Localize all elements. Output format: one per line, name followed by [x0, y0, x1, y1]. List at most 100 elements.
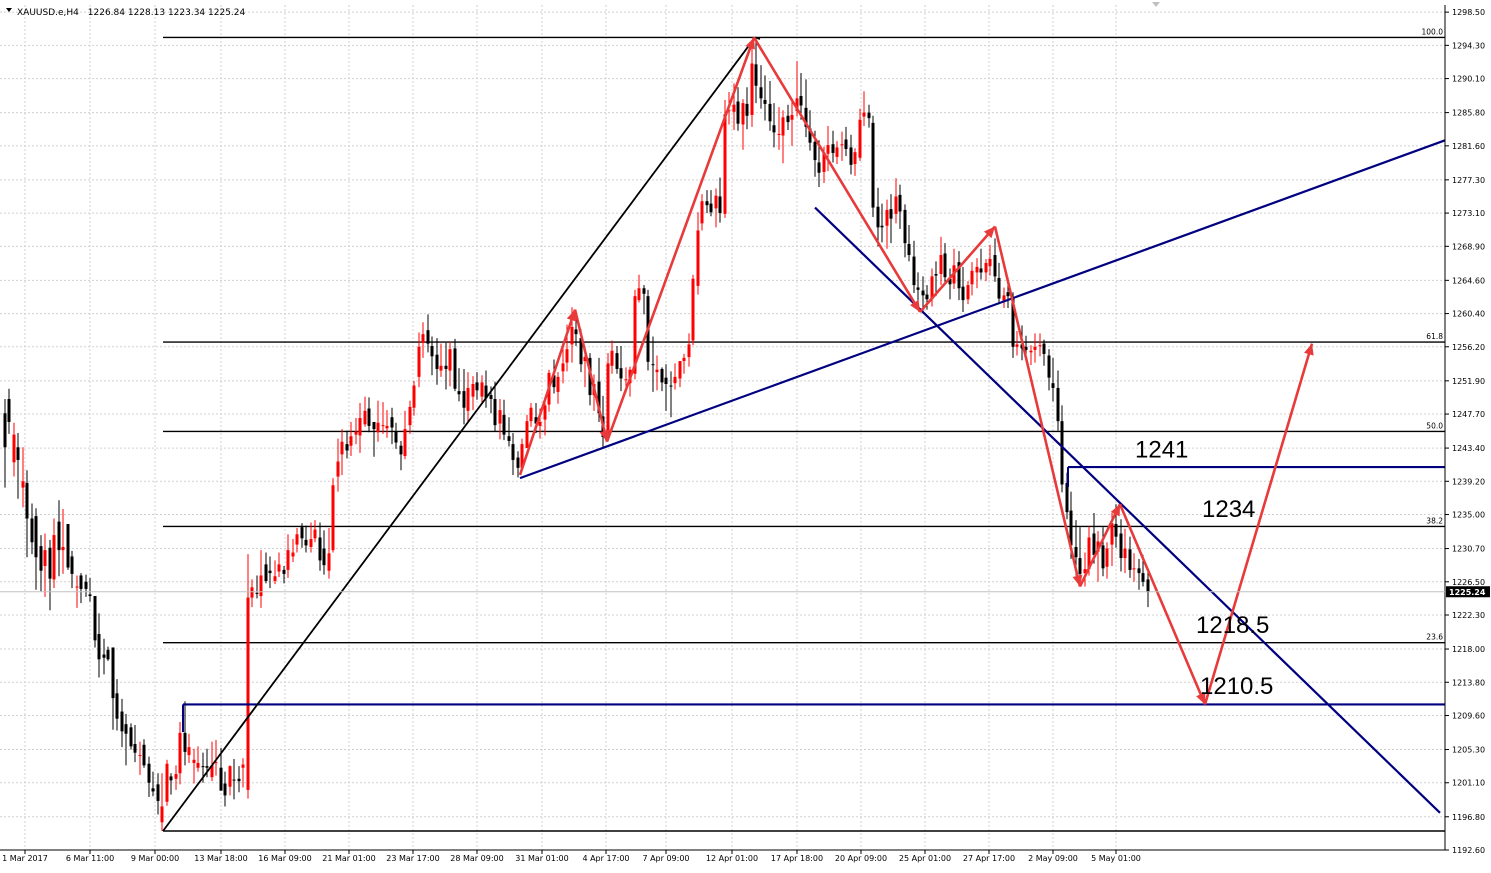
y-tick-label: 1201.10: [1452, 779, 1485, 788]
fib-level-label: 61.8: [1426, 332, 1443, 341]
x-tick-label: 17 Apr 18:00: [771, 854, 823, 863]
candle-body: [1033, 346, 1037, 350]
chart-menu-arrow-icon[interactable]: [6, 8, 12, 12]
candle-body: [687, 344, 691, 358]
y-tick-label: 1243.40: [1452, 444, 1485, 453]
candle-body: [210, 765, 214, 778]
arrow-segment: [993, 226, 1082, 587]
arrow-head-icon: [1110, 504, 1120, 517]
candle-body: [367, 408, 371, 426]
candle-body: [1047, 355, 1051, 378]
candle-body: [876, 206, 880, 228]
candle-body: [732, 104, 736, 112]
candle-body: [7, 399, 11, 422]
candle-body: [678, 361, 682, 379]
candle-body: [754, 64, 758, 86]
candle-body: [849, 147, 853, 165]
x-tick-label: 28 Mar 09:00: [450, 854, 503, 863]
candle-body: [448, 349, 452, 371]
candle-body: [988, 258, 992, 267]
price-annotation: 1218.5: [1196, 612, 1269, 639]
x-tick-label: 6 Mar 11:00: [66, 854, 114, 863]
candle-body: [498, 410, 502, 424]
candle-body: [516, 457, 520, 468]
y-tick-label: 1226.50: [1452, 578, 1485, 587]
candle-body: [943, 253, 947, 278]
x-tick-label: 31 Mar 01:00: [515, 854, 568, 863]
chart-title: XAUUSD.e,H4 1226.84 1228.13 1223.34 1225…: [17, 8, 246, 18]
candle-body: [25, 482, 29, 519]
candle-body: [772, 125, 776, 133]
candle-body: [1092, 533, 1096, 555]
candle-body: [318, 537, 322, 561]
candle-body: [781, 117, 785, 136]
candle-body: [336, 461, 340, 477]
candle-body: [750, 63, 754, 115]
candle-body: [372, 421, 376, 430]
candle-body: [345, 444, 349, 451]
y-tick-label: 1281.60: [1452, 142, 1485, 151]
candle-body: [912, 256, 916, 286]
candle-body: [282, 569, 286, 574]
candle-body: [241, 764, 245, 768]
candle-body: [273, 576, 277, 581]
arrow-segment: [605, 36, 756, 443]
candle-body: [165, 763, 169, 802]
candle-body: [43, 550, 47, 566]
x-tick-label: 23 Mar 17:00: [386, 854, 439, 863]
candle-body: [462, 391, 466, 408]
candle-body: [610, 350, 614, 366]
candle-body: [21, 481, 25, 488]
arrow-segment: [752, 36, 922, 313]
candle-body: [1141, 573, 1145, 582]
fib-level-label: 100.0: [1422, 27, 1444, 36]
candle-body: [763, 99, 767, 104]
candle-body: [1087, 537, 1091, 570]
candle-body: [939, 255, 943, 275]
arrow-segment: [573, 309, 609, 443]
candle-body: [552, 375, 556, 388]
candle-body: [327, 553, 331, 571]
candle-body: [97, 634, 101, 660]
candle-body: [700, 201, 704, 224]
candle-body: [277, 564, 281, 572]
x-tick-label: 27 Apr 17:00: [963, 854, 1015, 863]
candle-body: [624, 379, 628, 381]
fib-level-label: 50.0: [1426, 421, 1443, 430]
x-tick-label: 12 Apr 01:00: [706, 854, 758, 863]
candle-body: [565, 349, 569, 363]
candle-body: [403, 429, 407, 456]
candle-body: [844, 139, 848, 149]
candle-body: [1065, 482, 1069, 513]
candle-body: [822, 152, 826, 172]
candle-body: [16, 447, 20, 460]
candle-body: [583, 357, 587, 362]
candle-body: [858, 119, 862, 158]
candle-body: [826, 145, 830, 154]
candle-body: [907, 243, 911, 256]
candle-body: [426, 330, 430, 344]
candle-body: [88, 594, 92, 597]
y-tick-label: 1264.60: [1452, 276, 1485, 285]
y-tick-label: 1247.70: [1452, 410, 1485, 419]
candle-body: [169, 776, 173, 781]
y-tick-label: 1273.10: [1452, 209, 1485, 218]
candle-body: [129, 727, 133, 747]
candle-body: [493, 399, 497, 426]
candle-body: [745, 103, 749, 116]
candle-body: [291, 552, 295, 557]
candle-body: [246, 597, 250, 790]
candle-body: [597, 381, 601, 414]
candle-body: [93, 596, 97, 641]
candle-body: [48, 547, 52, 579]
candle-body: [151, 788, 155, 792]
scroll-marker-icon[interactable]: [1152, 2, 1160, 7]
candle-body: [714, 195, 718, 209]
candle-body: [480, 382, 484, 397]
candle-body: [831, 144, 835, 153]
candle-body: [691, 278, 695, 341]
candle-body: [138, 755, 142, 757]
x-tick-label: 7 Apr 09:00: [642, 854, 689, 863]
